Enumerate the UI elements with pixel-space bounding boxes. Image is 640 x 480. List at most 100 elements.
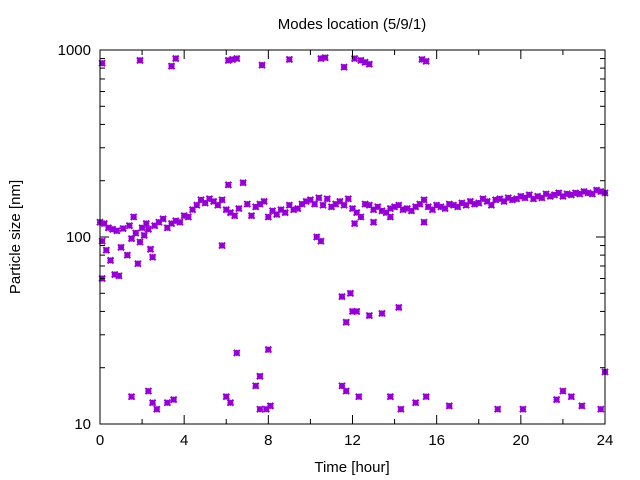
data-point bbox=[289, 205, 298, 214]
data-point bbox=[420, 196, 428, 204]
data-point bbox=[563, 190, 571, 198]
data-point bbox=[355, 392, 363, 401]
x-tick-label: 0 bbox=[96, 432, 104, 449]
data-point bbox=[108, 225, 117, 233]
data-point bbox=[144, 225, 153, 233]
data-point bbox=[230, 211, 239, 220]
data-point bbox=[319, 201, 327, 209]
x-tick-label: 12 bbox=[344, 432, 361, 449]
data-point bbox=[470, 200, 479, 208]
data-point bbox=[98, 59, 106, 67]
data-point bbox=[148, 398, 157, 407]
data-point bbox=[584, 189, 592, 197]
data-point bbox=[529, 195, 538, 203]
data-point bbox=[493, 405, 502, 413]
data-point bbox=[350, 54, 359, 63]
y-tick-label: 10 bbox=[74, 416, 91, 433]
data-point bbox=[411, 203, 420, 211]
data-point bbox=[273, 210, 281, 219]
data-point bbox=[169, 395, 178, 404]
data-point bbox=[209, 197, 218, 206]
data-point bbox=[365, 60, 374, 68]
data-point bbox=[437, 203, 445, 211]
data-point bbox=[226, 208, 235, 217]
data-point bbox=[106, 256, 115, 265]
data-point bbox=[138, 224, 146, 232]
data-point bbox=[369, 205, 378, 214]
data-point bbox=[346, 289, 355, 298]
data-point bbox=[172, 54, 180, 63]
data-point bbox=[306, 196, 315, 204]
data-point bbox=[218, 196, 226, 204]
data-point bbox=[247, 211, 256, 220]
x-axis-label: Time [hour] bbox=[314, 459, 389, 476]
data-point bbox=[252, 203, 260, 211]
data-point bbox=[127, 234, 136, 243]
data-point bbox=[445, 200, 453, 208]
data-point bbox=[239, 179, 247, 187]
data-point bbox=[445, 402, 453, 410]
data-point bbox=[100, 219, 108, 228]
data-point bbox=[422, 392, 430, 401]
data-point bbox=[302, 197, 310, 206]
data-point bbox=[142, 219, 150, 228]
data-point bbox=[361, 200, 369, 208]
data-point bbox=[350, 219, 359, 228]
data-point bbox=[559, 387, 567, 395]
data-point bbox=[378, 309, 386, 318]
data-point bbox=[226, 398, 235, 407]
data-point bbox=[214, 201, 222, 209]
data-point bbox=[134, 259, 142, 268]
data-point bbox=[382, 208, 390, 217]
markers-layer bbox=[96, 53, 609, 413]
data-point bbox=[550, 191, 559, 199]
data-point bbox=[500, 197, 508, 206]
data-point bbox=[256, 200, 264, 208]
data-point bbox=[418, 55, 426, 64]
data-point bbox=[491, 196, 500, 204]
data-point bbox=[487, 201, 496, 209]
data-point bbox=[136, 238, 144, 246]
data-point bbox=[462, 201, 470, 209]
data-point bbox=[344, 195, 352, 203]
data-point bbox=[348, 204, 357, 213]
data-point bbox=[422, 57, 430, 66]
data-point bbox=[281, 208, 289, 217]
data-point bbox=[98, 237, 106, 245]
data-point bbox=[597, 187, 605, 196]
data-point bbox=[386, 204, 395, 213]
data-point bbox=[184, 213, 193, 221]
data-point bbox=[180, 211, 188, 220]
data-point bbox=[411, 398, 420, 407]
data-point bbox=[338, 292, 346, 301]
data-point bbox=[348, 307, 357, 316]
data-point bbox=[533, 192, 542, 201]
data-point bbox=[504, 194, 512, 202]
data-point bbox=[336, 197, 344, 206]
data-point bbox=[338, 382, 346, 390]
ticks-layer: 0 4 8 12 16 20 24 10 100 1000 bbox=[58, 42, 614, 449]
data-point bbox=[266, 402, 275, 410]
data-point bbox=[327, 203, 336, 211]
x-tick-label: 8 bbox=[264, 432, 272, 449]
data-point bbox=[580, 187, 588, 196]
data-point bbox=[552, 395, 561, 404]
data-point bbox=[153, 405, 161, 413]
data-point bbox=[424, 203, 432, 211]
data-point bbox=[243, 200, 251, 208]
data-point bbox=[155, 218, 163, 226]
data-point bbox=[104, 224, 113, 232]
data-point bbox=[167, 219, 176, 228]
data-point bbox=[441, 204, 449, 213]
data-point bbox=[285, 201, 294, 209]
data-point bbox=[390, 203, 399, 211]
data-point bbox=[258, 61, 266, 69]
data-point bbox=[416, 200, 424, 208]
x-tick-label: 4 bbox=[180, 432, 188, 449]
data-point bbox=[395, 201, 403, 209]
data-point bbox=[576, 190, 584, 198]
data-point bbox=[115, 272, 123, 280]
data-point bbox=[218, 241, 226, 250]
data-point bbox=[235, 204, 243, 213]
